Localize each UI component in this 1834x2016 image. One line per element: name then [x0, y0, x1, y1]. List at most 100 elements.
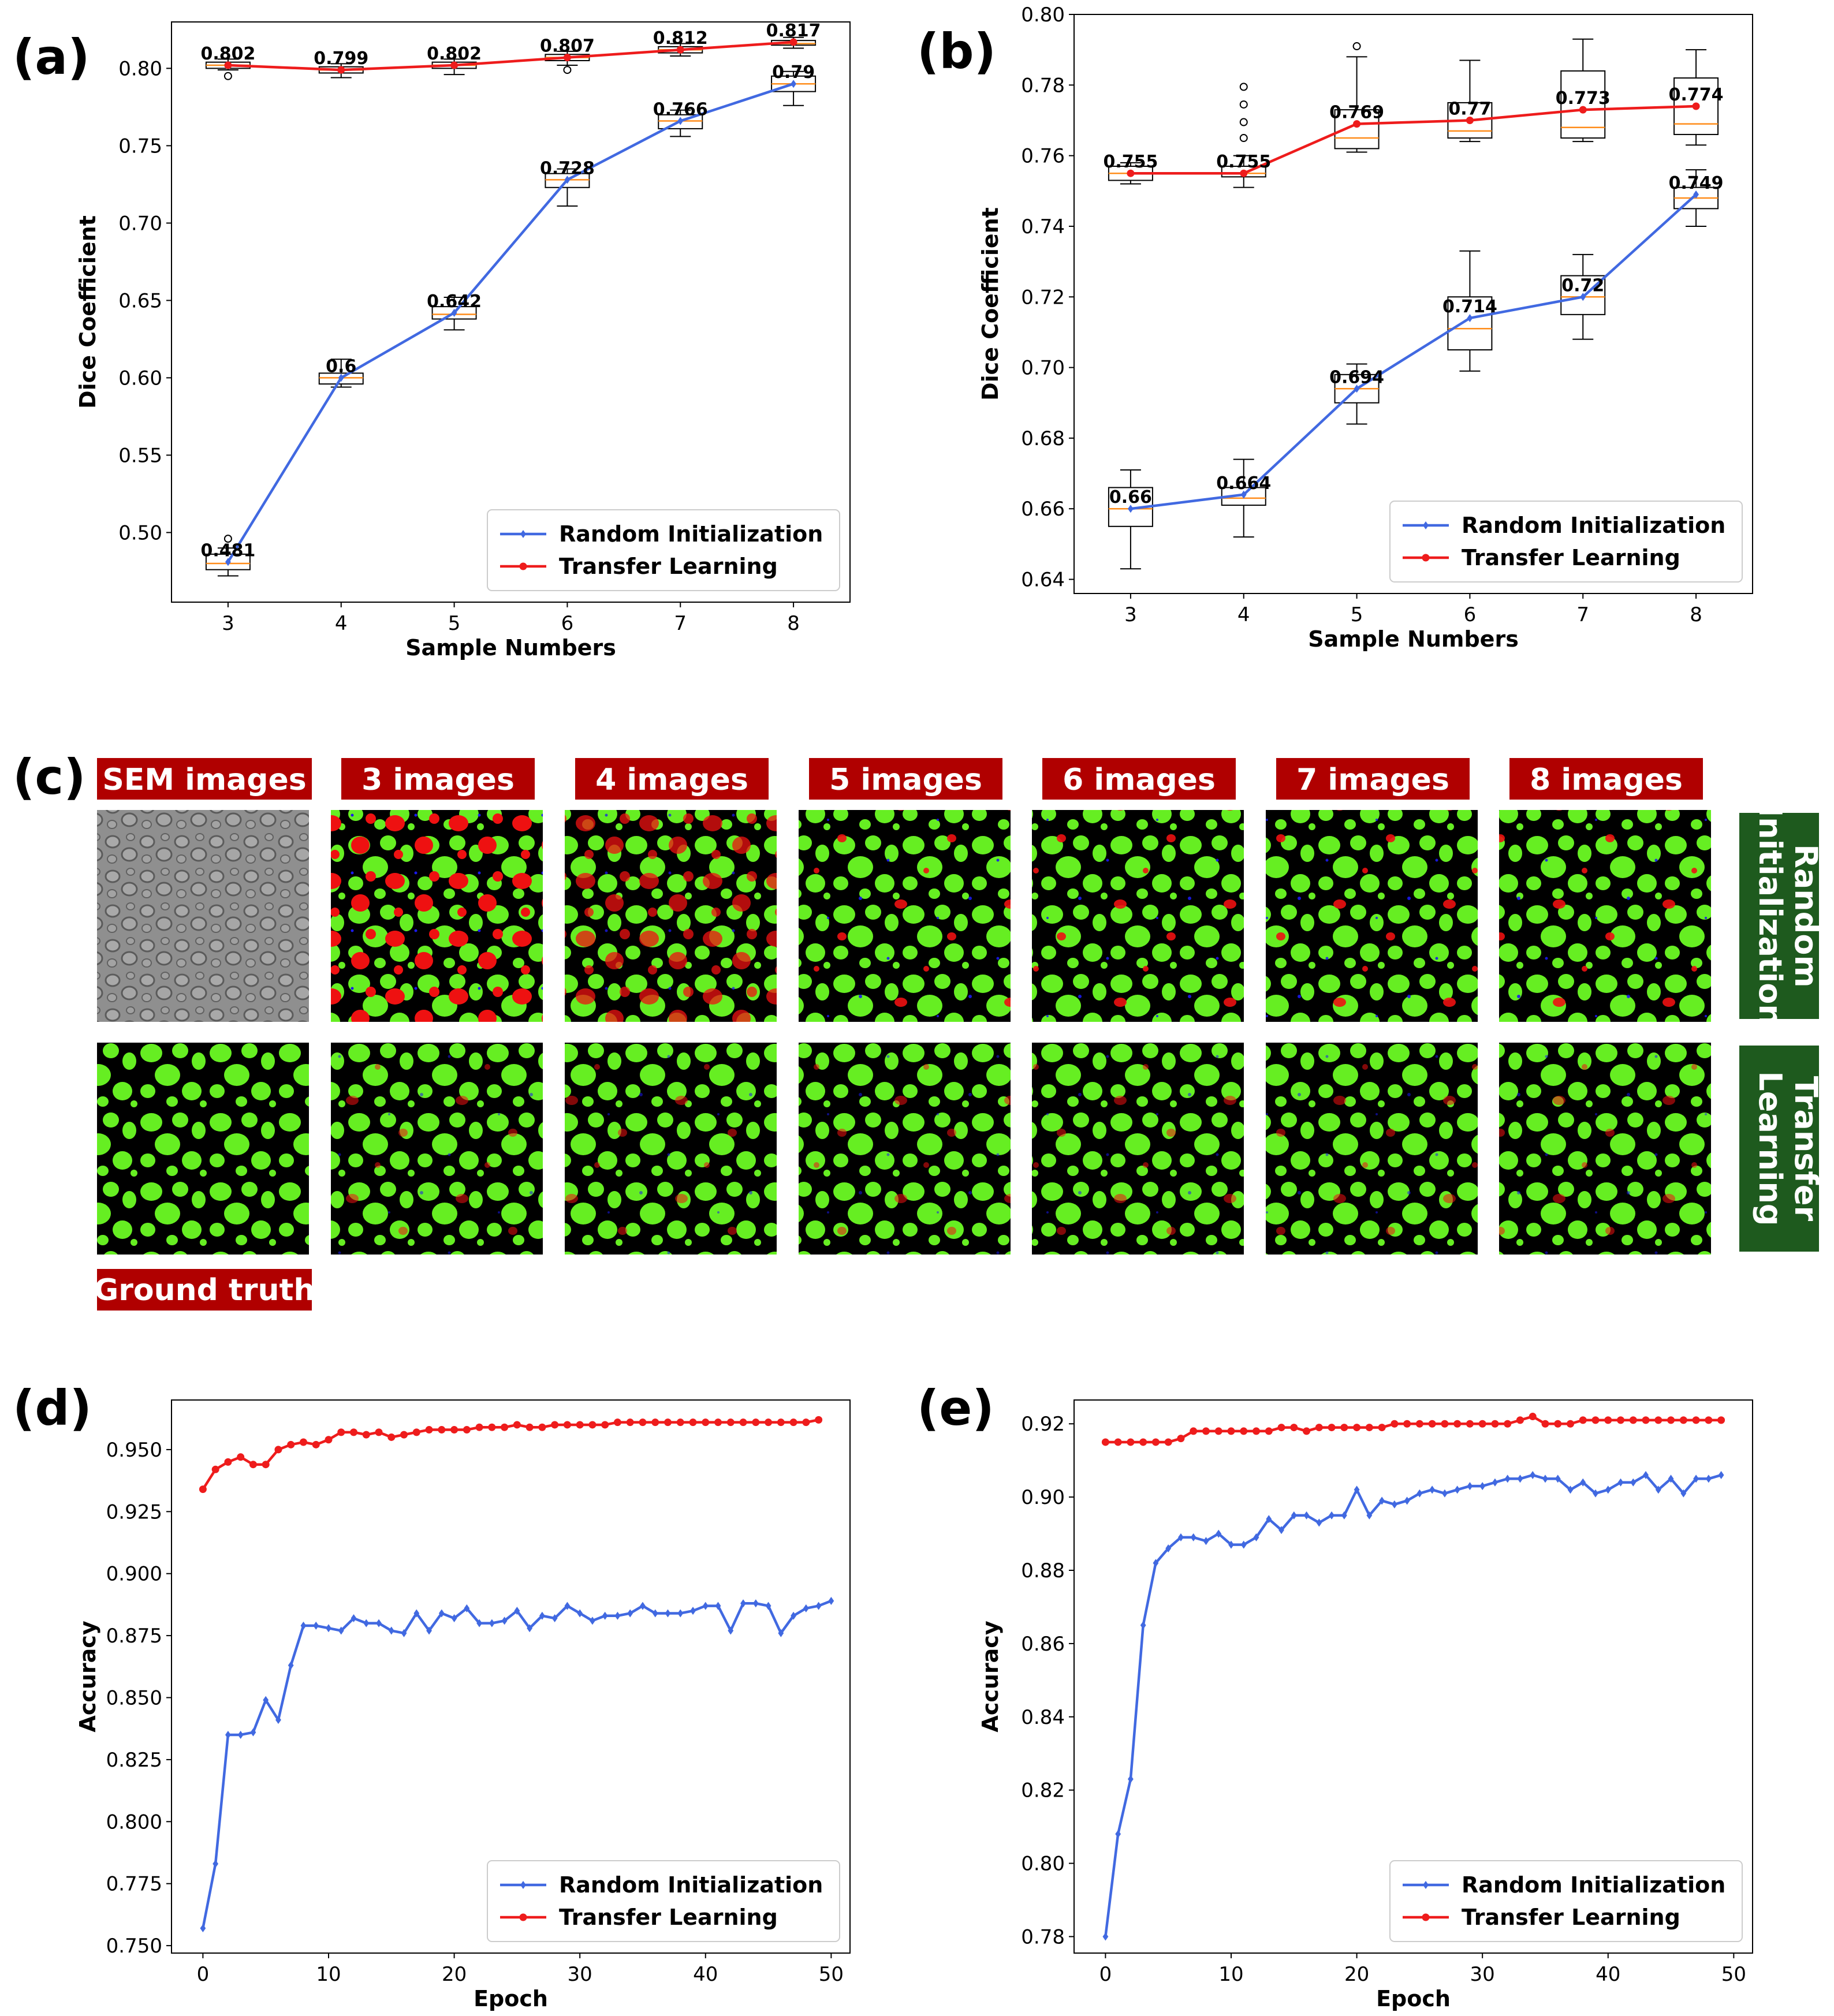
data-point [791, 1611, 796, 1620]
data-point [1679, 1416, 1687, 1424]
x-tick-label: 4 [335, 612, 348, 635]
data-point [1228, 1540, 1234, 1549]
y-tick-label: 0.86 [1021, 1633, 1065, 1656]
data-point [1303, 1427, 1311, 1435]
legend-label: Random Initialization [559, 521, 823, 547]
data-point [1277, 1424, 1285, 1432]
x-tick-label: 4 [1237, 603, 1250, 626]
data-point [338, 1626, 344, 1635]
data-point [563, 54, 571, 62]
x-tick-label: 8 [787, 612, 800, 635]
data-point [388, 1626, 394, 1635]
plot-frame [171, 1399, 851, 1954]
random-init-error-overlay [331, 810, 543, 1022]
side-label-badge [1739, 813, 1819, 1019]
data-point [752, 1599, 759, 1608]
data-label: 0.714 [1442, 297, 1497, 317]
data-label: 0.694 [1329, 367, 1384, 387]
data-point [740, 1599, 746, 1608]
data-point [791, 80, 796, 88]
data-point [828, 1596, 834, 1605]
header-label: 7 images [1296, 763, 1449, 797]
panel-label-d: (d) [13, 1380, 92, 1436]
data-label: 0.799 [314, 48, 368, 69]
x-tick-label: 8 [1690, 603, 1702, 626]
box-plot [1108, 469, 1153, 570]
data-point [1354, 1485, 1360, 1494]
data-point [1291, 1511, 1297, 1520]
data-point [300, 1621, 307, 1630]
y-tick-label: 0.88 [1021, 1559, 1065, 1582]
data-point [1605, 1485, 1611, 1494]
plot-frame [171, 21, 851, 603]
legend-box [487, 1860, 840, 1942]
data-point [752, 1418, 760, 1427]
data-point [438, 1426, 446, 1434]
data-point [765, 1601, 771, 1610]
sem-image [97, 810, 309, 1022]
header-label: 5 images [829, 763, 982, 797]
data-point [237, 1730, 244, 1739]
data-point [1164, 1438, 1172, 1446]
data-point [313, 1621, 319, 1630]
panel-label-a: (a) [13, 29, 90, 85]
y-tick-label: 0.70 [118, 212, 162, 235]
box-plot [771, 70, 817, 106]
x-tick-label: 20 [1344, 1963, 1369, 1986]
data-point [1580, 1478, 1586, 1487]
random-init-error-overlay [565, 810, 777, 1022]
data-point [1403, 1420, 1411, 1428]
x-axis-label: Epoch [1376, 1986, 1451, 2011]
data-label: 0.749 [1669, 173, 1724, 193]
chart-d-accuracy-by-epoch: 0.750 0.775 0.800 0.825 0.850 0.875 0.900 0.925… [75, 1399, 851, 2011]
data-point [1692, 102, 1700, 110]
legend: Random Initialization Transfer Learning [1389, 1860, 1743, 1942]
data-point [1202, 1427, 1210, 1435]
data-point [690, 1607, 696, 1615]
data-point [1567, 1485, 1574, 1494]
data-label: 0.79 [772, 62, 815, 83]
data-point [1591, 1416, 1600, 1424]
data-point [375, 1428, 383, 1436]
data-point [400, 1431, 408, 1439]
panel-label-e: (e) [917, 1380, 994, 1436]
data-point [778, 1629, 784, 1637]
data-point [1478, 1420, 1486, 1428]
y-tick-label: 0.65 [118, 289, 162, 312]
data-point [488, 1423, 496, 1431]
data-point [1718, 1471, 1724, 1480]
data-point [590, 1616, 595, 1625]
data-point [350, 1428, 358, 1436]
data-point [539, 1611, 545, 1620]
legend-swatch-marker [1423, 1881, 1429, 1889]
side-label-text: Learning [1752, 1071, 1788, 1226]
data-label: 0.6 [326, 356, 356, 376]
x-axis-label: Sample Numbers [1308, 626, 1519, 652]
data-point [602, 1611, 608, 1620]
data-point [1365, 1424, 1373, 1432]
data-point [274, 1446, 282, 1454]
y-tick-label: 0.84 [1021, 1706, 1065, 1729]
data-point [337, 66, 345, 74]
data-point [1668, 1474, 1674, 1483]
side-label-badge [1739, 1046, 1819, 1252]
x-tick-label: 7 [674, 612, 687, 635]
data-point [538, 1423, 546, 1431]
data-point [1265, 1427, 1273, 1435]
data-point [1240, 169, 1248, 177]
random-init-error-overlay [1266, 810, 1478, 1022]
y-tick-label: 0.925 [106, 1500, 162, 1524]
box-plot [431, 297, 477, 331]
data-point [640, 1601, 646, 1610]
data-point [1555, 1474, 1561, 1483]
data-point [1566, 1420, 1574, 1428]
y-tick-label: 0.66 [1021, 498, 1065, 521]
data-point [677, 1609, 684, 1618]
data-point [450, 61, 459, 69]
data-point [1139, 1438, 1147, 1446]
data-point [1216, 1529, 1222, 1538]
data-point [1504, 1420, 1512, 1428]
data-point [425, 1426, 433, 1434]
data-label: 0.664 [1216, 473, 1271, 494]
data-point [476, 1619, 483, 1627]
